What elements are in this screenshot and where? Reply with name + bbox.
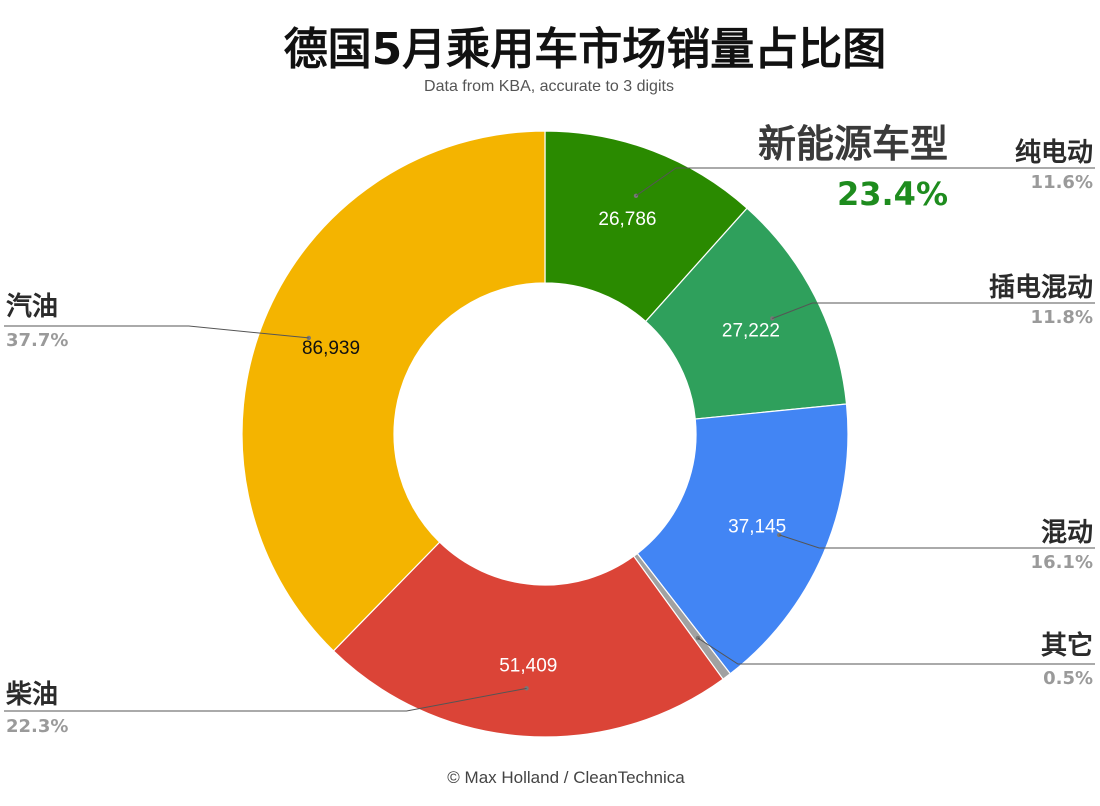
category-percent: 11.6% bbox=[1031, 172, 1093, 193]
category-percent: 16.1% bbox=[1031, 552, 1093, 573]
category-name: 其它 bbox=[1041, 630, 1093, 661]
slice-value-labels: 26,786 27,222 37,145 51,409 86,939 bbox=[302, 209, 786, 676]
category-name: 插电混动 bbox=[989, 273, 1093, 303]
slice-value-label: 86,939 bbox=[302, 338, 360, 359]
nev-annotation-label: 新能源车型 bbox=[758, 122, 948, 166]
category-name: 柴油 bbox=[5, 680, 58, 710]
slice-5 bbox=[241, 130, 546, 652]
category-name: 混动 bbox=[1041, 518, 1093, 548]
slice-0 bbox=[544, 130, 748, 323]
leader-line bbox=[779, 534, 1095, 549]
category-name: 纯电动 bbox=[1015, 137, 1093, 168]
category-name: 汽油 bbox=[6, 292, 58, 322]
leader-line bbox=[772, 302, 1095, 319]
category-percent: 22.3% bbox=[6, 716, 68, 737]
category-percent: 37.7% bbox=[6, 330, 68, 351]
category-percent: 0.5% bbox=[1043, 668, 1093, 689]
nev-annotation-percent: 23.4% bbox=[837, 175, 948, 213]
leader-lines bbox=[4, 167, 1095, 712]
chart-credit: © Max Holland / CleanTechnica bbox=[447, 768, 685, 787]
slice-value-label: 37,145 bbox=[728, 516, 786, 537]
slice-value-label: 26,786 bbox=[598, 209, 656, 230]
leader-line bbox=[697, 637, 1095, 665]
leader-line bbox=[4, 687, 527, 712]
category-percent: 11.8% bbox=[1031, 307, 1093, 328]
slice-1 bbox=[644, 207, 848, 420]
chart-subtitle: Data from KBA, accurate to 3 digits bbox=[424, 78, 674, 95]
slice-4 bbox=[332, 541, 724, 738]
slice-2 bbox=[636, 403, 849, 675]
slice-value-label: 27,222 bbox=[722, 320, 780, 341]
donut-slices bbox=[241, 130, 849, 738]
leader-line bbox=[4, 325, 309, 339]
chart-title: 德国5月乘用车市场销量占比图 bbox=[284, 24, 887, 75]
leader-line bbox=[635, 167, 1095, 197]
slice-value-label: 51,409 bbox=[499, 655, 557, 676]
category-labels: 纯电动 11.6% 插电混动 11.8% 混动 16.1% 其它 0.5% 柴油 22.3% 汽油 3… bbox=[5, 137, 1093, 737]
